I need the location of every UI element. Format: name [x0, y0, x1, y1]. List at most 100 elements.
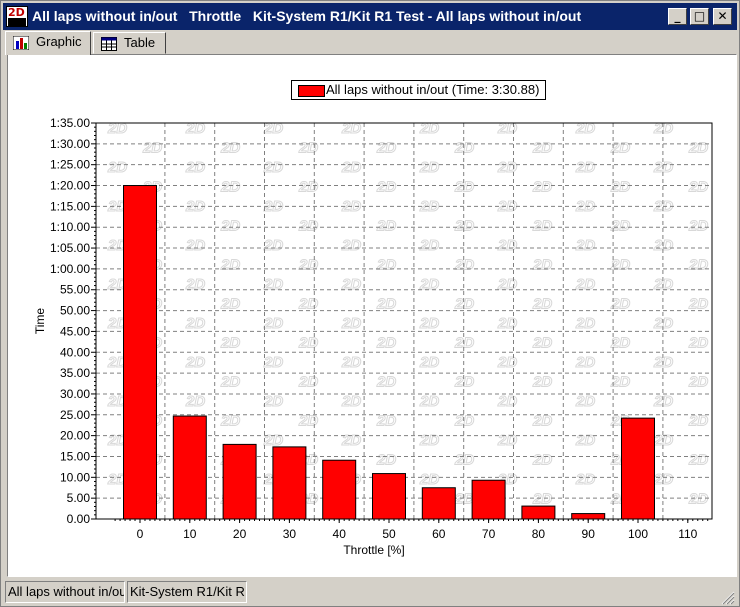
- bar: [322, 459, 357, 520]
- watermark-logo: 2D: [419, 159, 439, 176]
- watermark-logo: 2D: [497, 315, 517, 332]
- y-tick-label: 50.00: [60, 304, 90, 318]
- watermark-logo: 2D: [532, 296, 552, 313]
- watermark-logo: 2D: [376, 296, 396, 313]
- bar: [372, 473, 406, 520]
- watermark-logo: 2D: [263, 276, 283, 293]
- watermark-logo: 2D: [454, 491, 474, 508]
- minimize-button[interactable]: _: [668, 8, 687, 25]
- tab-label: Table: [124, 35, 156, 50]
- watermark-logo: 2D: [107, 315, 127, 332]
- y-tick-label: 1:15.00: [50, 199, 90, 213]
- watermark-logo: 2D: [610, 257, 630, 274]
- watermark-logo: 2D: [497, 159, 517, 176]
- watermark-logo: 2D: [298, 374, 318, 391]
- y-tick-label: 30.00: [60, 387, 90, 401]
- watermark-logo: 2D: [185, 315, 205, 332]
- watermark-logo: 2D: [532, 413, 552, 430]
- table-icon: [101, 37, 117, 51]
- y-tick-label: 15.00: [60, 449, 90, 463]
- watermark-logo: 2D: [263, 315, 283, 332]
- legend-label: All laps without in/out (Time: 3:30.88): [326, 82, 540, 97]
- y-tick-label: 0.00: [67, 512, 91, 526]
- watermark-logo: 2D: [419, 432, 439, 449]
- maximize-button[interactable]: □: [690, 8, 709, 25]
- watermark-logo: 2D: [575, 393, 595, 410]
- bar: [521, 505, 556, 520]
- y-tick-label: 1:05.00: [50, 241, 90, 255]
- tab-table[interactable]: Table: [93, 32, 166, 54]
- bar: [471, 479, 506, 520]
- watermark-logo: 2D: [575, 354, 595, 371]
- watermark-logo: 2D: [575, 276, 595, 293]
- 2d-logo-icon[interactable]: 2D: [6, 6, 28, 27]
- plot-border: [95, 122, 713, 520]
- y-tick-label: 1:25.00: [50, 158, 90, 172]
- chart-panel: All laps without in/out (Time: 3:30.88) …: [7, 54, 737, 577]
- watermark-logo: 2D: [341, 354, 361, 371]
- watermark-logo: 2D: [454, 218, 474, 235]
- watermark-logo: 2D: [497, 276, 517, 293]
- y-tick-label: 1:00.00: [50, 262, 90, 276]
- y-tick-label: 1:35.00: [50, 116, 90, 130]
- title-bar[interactable]: 2D All laps without in/out Throttle Kit-…: [3, 3, 737, 30]
- watermark-logo: 2D: [419, 354, 439, 371]
- legend-swatch: [298, 85, 325, 97]
- watermark-logo: 2D: [532, 179, 552, 196]
- watermark-logo: 2D: [497, 432, 517, 449]
- bar: [123, 185, 157, 520]
- watermark-logo: 2D: [688, 452, 708, 469]
- watermark-logo: 2D: [376, 335, 396, 352]
- watermark-logo: 2D: [298, 257, 318, 274]
- watermark-logo: 2D: [688, 179, 708, 196]
- watermark-logo: 2D: [185, 276, 205, 293]
- watermark-logo: 2D: [376, 257, 396, 274]
- watermark-logo: 2D: [497, 354, 517, 371]
- watermark-logo: 2D: [341, 432, 361, 449]
- watermark-logo: 2D: [497, 120, 517, 137]
- watermark-logo: 2D: [263, 354, 283, 371]
- watermark-logo: 2D: [341, 237, 361, 254]
- watermark-logo: 2D: [575, 237, 595, 254]
- watermark-logo: 2D: [220, 335, 240, 352]
- watermark-logo: 2D: [263, 120, 283, 137]
- tab-graphic[interactable]: Graphic: [5, 31, 91, 55]
- watermark-logo: 2D: [185, 120, 205, 137]
- watermark-logo: 2D: [532, 218, 552, 235]
- chart-legend: All laps without in/out (Time: 3:30.88): [291, 80, 547, 100]
- bar: [272, 446, 307, 520]
- watermark-logo: 2D: [610, 218, 630, 235]
- x-tick-label: 90: [582, 527, 596, 541]
- x-tick-label: 30: [283, 527, 297, 541]
- watermark-logo: 2D: [263, 393, 283, 410]
- y-tick-label: 55.00: [60, 283, 90, 297]
- watermark-logo: 2D: [532, 335, 552, 352]
- watermark-logo: 2D: [185, 393, 205, 410]
- watermark-logo: 2D: [688, 218, 708, 235]
- watermark-logo: 2D: [688, 374, 708, 391]
- watermark-logo: 2D: [575, 315, 595, 332]
- watermark-logo: 2D: [107, 120, 127, 137]
- y-tick-label: 10.00: [60, 470, 90, 484]
- y-tick-label: 1:30.00: [50, 137, 90, 151]
- watermark-logo: 2D: [575, 432, 595, 449]
- resize-grip-icon[interactable]: [719, 589, 735, 605]
- bar-chart: 2D 2D 2D 2D 2D 2D 2D 2D 2D 2D 2D 2D 2D 2D 2D 2D 2D 2D 2D 2D…: [33, 116, 713, 557]
- watermark-logo: 2D: [419, 315, 439, 332]
- watermark-logo: 2D: [107, 354, 127, 371]
- watermark-logo: 2D: [419, 198, 439, 215]
- watermark-logo: 2D: [575, 198, 595, 215]
- watermark-logo: 2D: [376, 374, 396, 391]
- logo-bar: [8, 18, 26, 26]
- bar-chart-icon: [13, 36, 29, 50]
- bar: [172, 415, 207, 520]
- watermark-logo: 2D: [185, 354, 205, 371]
- watermark-logo: 2D: [298, 296, 318, 313]
- watermark-logo: 2D: [298, 140, 318, 157]
- bar: [222, 443, 257, 520]
- watermark-logo: 2D: [610, 335, 630, 352]
- close-button[interactable]: ✕: [713, 8, 732, 25]
- watermark-logo: 2D: [419, 393, 439, 410]
- x-tick-label: 50: [382, 527, 396, 541]
